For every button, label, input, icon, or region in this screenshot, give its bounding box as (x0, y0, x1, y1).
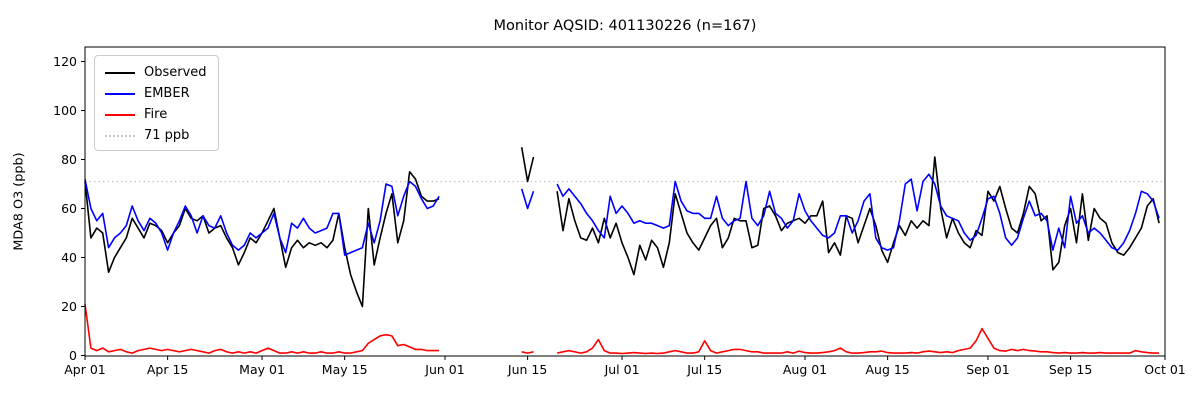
x-tick-label: Jul 01 (604, 362, 640, 377)
y-tick-label: 100 (53, 103, 77, 118)
threshold-line-swatch (105, 134, 135, 137)
y-tick-label: 0 (69, 348, 77, 363)
ember-line-swatch (105, 92, 135, 95)
x-tick-label: Apr 15 (147, 362, 189, 377)
observed-line-swatch (105, 71, 135, 74)
series-observed-line (556, 156, 1160, 276)
legend-item-ember: EMBER (95, 83, 218, 104)
legend: Observed EMBER Fire 71 ppb (94, 55, 219, 151)
y-tick-label: 60 (61, 201, 77, 216)
x-tick-label: Sep 01 (966, 362, 1009, 377)
legend-label-fire: Fire (144, 107, 168, 122)
x-tick-label: May 15 (322, 362, 368, 377)
chart-title: Monitor AQSID: 401130226 (n=167) (493, 18, 757, 34)
y-tick-label: 40 (61, 250, 77, 265)
x-tick-label: May 01 (239, 362, 285, 377)
series-fire-line (556, 327, 1160, 355)
series-fire-line (84, 303, 440, 354)
y-axis-label: MDA8 O3 (ppb) (11, 152, 27, 251)
series-ember-line (84, 178, 440, 256)
fire-line-swatch (105, 113, 135, 116)
plot-frame (84, 46, 1166, 357)
y-tick-label: 80 (61, 152, 77, 167)
series-ember-line (556, 173, 1160, 251)
x-tick-label: Sep 15 (1049, 362, 1092, 377)
series-observed-line (520, 147, 535, 183)
x-tick-label: Jul 15 (686, 362, 722, 377)
x-tick-label: Jun 15 (507, 362, 547, 377)
x-tick-label: Apr 01 (64, 362, 106, 377)
x-tick-label: Oct 01 (1144, 362, 1186, 377)
y-tick-label: 20 (61, 299, 77, 314)
x-tick-label: Aug 15 (865, 362, 909, 377)
legend-item-threshold: 71 ppb (95, 125, 218, 146)
series-ember-line (520, 188, 535, 210)
series-fire-line (521, 351, 534, 354)
x-tick-label: Jun 01 (424, 362, 464, 377)
legend-label-ember: EMBER (144, 86, 190, 101)
x-tick-label: Aug 01 (783, 362, 827, 377)
y-tick-label: 120 (53, 54, 77, 69)
legend-label-observed: Observed (144, 65, 207, 80)
legend-item-fire: Fire (95, 104, 218, 125)
series-observed-line (84, 171, 440, 308)
legend-label-threshold: 71 ppb (144, 128, 190, 143)
legend-item-observed: Observed (95, 62, 218, 83)
